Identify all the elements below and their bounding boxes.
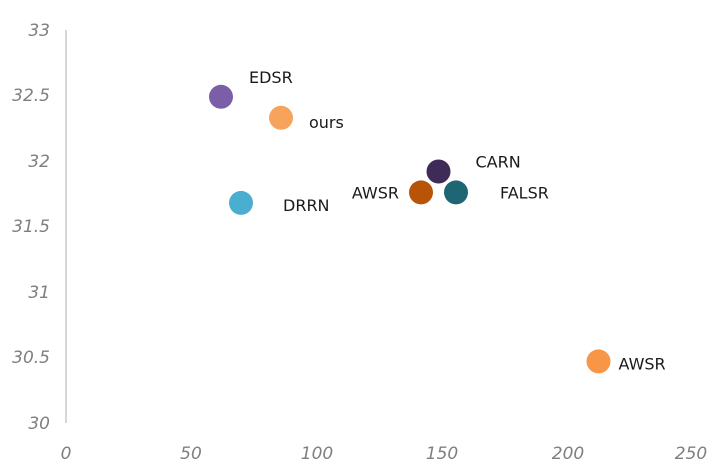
x-tick-label: 50 [180,444,202,464]
data-point-label: EDSR [249,68,293,87]
data-point-marker [409,180,433,205]
data-point-label: AWSR [619,354,666,373]
data-point-labels: EDSR ours CARN AWSR FALSR DRRN AWSR [249,68,666,374]
data-point-marker [444,180,468,205]
y-tick-label: 30 [28,414,50,434]
data-point-marker [269,105,293,130]
data-point-label: AWSR [352,183,399,202]
data-point-marker [426,159,451,184]
data-point-label: CARN [476,153,521,172]
y-tick-label: 32 [28,152,50,172]
y-tick-label: 33 [28,21,50,41]
data-point-label: DRRN [283,196,330,215]
data-point-label: FALSR [500,183,549,202]
y-tick-label: 31.5 [12,217,50,237]
data-point-marker [229,190,253,215]
y-tick-label: 30.5 [12,348,50,368]
x-tick-label: 100 [301,444,333,464]
y-tick-label: 32.5 [12,86,50,106]
x-tick-label: 200 [552,444,584,464]
x-tick-label: 250 [675,444,707,464]
x-tick-label: 0 [61,444,72,464]
data-point-label: ours [309,113,344,132]
y-tick-labels: 30 30.5 31 31.5 32 32.5 33 [12,21,50,434]
y-tick-label: 31 [28,283,50,303]
data-point-marker [586,349,611,374]
data-point-marker [209,84,233,109]
data-points [209,84,611,374]
x-tick-label: 150 [426,444,458,464]
x-tick-labels: 0 50 100 150 200 250 [61,444,708,464]
